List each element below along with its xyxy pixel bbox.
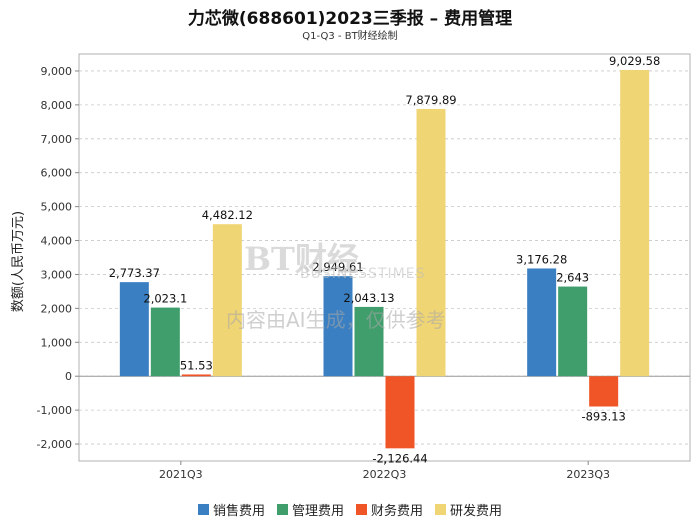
y-axis-label: 数额(人民币万元) (11, 211, 26, 312)
chart-title: 力芯微(688601)2023三季报 – 费用管理 (187, 9, 513, 29)
bar (181, 374, 211, 377)
x-tick-label: 2022Q3 (363, 468, 407, 481)
data-label: -2,126.44 (372, 451, 427, 465)
legend-item: 管理费用 (276, 500, 344, 519)
bar (385, 376, 415, 449)
data-label: 7,879.89 (405, 93, 456, 107)
bar (416, 108, 446, 377)
bar (119, 282, 149, 377)
y-tick-label: 3,000 (41, 268, 73, 281)
bar (323, 276, 353, 377)
bar (527, 268, 557, 377)
x-tick-label: 2021Q3 (159, 468, 203, 481)
legend-label: 财务费用 (371, 504, 424, 519)
legend-swatch (276, 504, 288, 515)
data-label: 9,029.58 (609, 54, 660, 68)
data-label: 2,023.1 (143, 292, 187, 306)
legend-swatch (356, 504, 367, 515)
legend-swatch (435, 504, 447, 515)
x-tick-label: 2023Q3 (566, 468, 610, 481)
y-tick-label: 7,000 (41, 133, 73, 146)
bar (212, 224, 242, 377)
data-label: 2,043.13 (343, 291, 394, 305)
data-label: 2,773.37 (109, 266, 160, 280)
y-tick-label: 4,000 (41, 235, 73, 248)
y-tick-label: 9,000 (41, 65, 73, 78)
legend-label: 管理费用 (291, 504, 344, 519)
y-tick-label: 5,000 (41, 201, 73, 214)
legend-label: 研发费用 (450, 504, 503, 519)
data-label: 4,482.12 (202, 208, 253, 222)
watermark-logo-sub: BUSINESSTIMES (300, 266, 426, 282)
bar (589, 376, 619, 407)
y-tick-label: 2,000 (41, 302, 73, 315)
chart-subtitle: Q1-Q3 - BT财经绘制 (302, 31, 398, 42)
data-label: 2,949.61 (312, 260, 363, 274)
y-tick-label: -2,000 (37, 438, 72, 451)
y-tick-label: 6,000 (41, 167, 73, 180)
y-tick-label: 1,000 (41, 336, 73, 349)
data-label: 3,176.28 (516, 252, 567, 266)
legend-label: 销售费用 (212, 504, 265, 519)
chart-legend: 销售费用 管理费用 财务费用 研发费用 (0, 500, 700, 519)
bar (150, 307, 180, 377)
bar (620, 69, 650, 377)
bar (558, 286, 588, 377)
watermark-logo: BT财经 (244, 240, 359, 278)
legend-item: 销售费用 (197, 500, 265, 519)
watermark-notice: 内容由AI生成，仅供参考 (226, 308, 446, 332)
bar (354, 306, 384, 377)
legend-item: 研发费用 (435, 500, 502, 519)
y-tick-label: -1,000 (37, 404, 72, 417)
data-label: 2,643 (556, 271, 589, 285)
y-tick-label: 8,000 (41, 99, 73, 112)
y-tick-label: 0 (65, 370, 72, 383)
legend-item: 财务费用 (356, 500, 423, 519)
data-label: 51.53 (180, 358, 213, 372)
legend-swatch (197, 504, 209, 515)
data-label: -893.13 (581, 410, 625, 424)
